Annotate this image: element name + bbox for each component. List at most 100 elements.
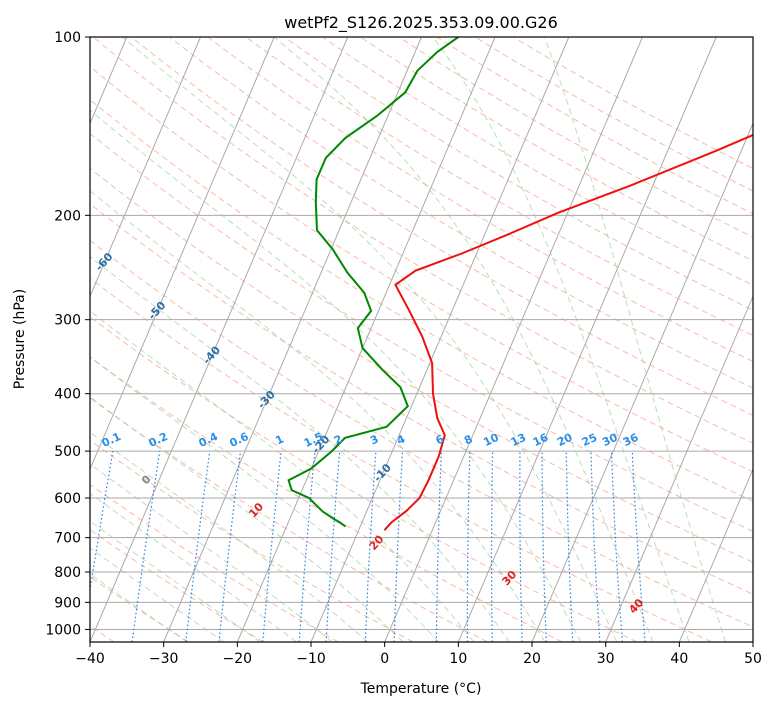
mixing-ratio-line [519, 451, 523, 642]
x-tick-label: −40 [75, 651, 105, 667]
x-tick-label: −10 [296, 651, 326, 667]
isotherm-line [163, 37, 422, 642]
y-tick-label: 900 [54, 595, 81, 611]
x-tick-label: 20 [523, 651, 541, 667]
plot-area: -100-90-80-70-60-50-40-30-20-10010203040… [0, 37, 753, 642]
dry-adiabat [90, 356, 563, 642]
dry-adiabat [90, 529, 264, 642]
x-tick-label: 10 [449, 651, 467, 667]
dry-adiabat [90, 316, 638, 642]
mixing-ratio-label: 1 [273, 432, 285, 447]
moist-adiabat [90, 396, 404, 642]
mixing-ratio-line [364, 451, 377, 642]
isotherm-line [90, 37, 349, 642]
mixing-ratio-line [490, 451, 494, 642]
mixing-ratio-label: 0.1 [100, 430, 123, 450]
dry-adiabat [207, 37, 753, 363]
x-tick-label: 0 [380, 651, 389, 667]
mixing-ratio-label: 36 [621, 431, 641, 449]
y-tick-label: 700 [54, 531, 81, 547]
dry-adiabat-label: 40 [626, 596, 646, 616]
y-tick-label: 600 [54, 491, 81, 507]
mixing-ratio-line [541, 451, 547, 642]
mixing-ratio-label: 4 [395, 432, 408, 447]
dry-adiabat [90, 239, 753, 628]
mixing-ratio-line [631, 451, 646, 642]
moist-adiabat [121, 37, 618, 642]
dry-adiabat [90, 439, 414, 642]
dry-adiabat-label: -30 [255, 388, 278, 412]
x-tick-label: 40 [670, 651, 688, 667]
temperature-profile [383, 133, 753, 531]
moist-adiabat [90, 310, 475, 642]
dry-adiabat-label: -10 [371, 461, 394, 485]
dry-adiabat [245, 37, 753, 337]
isotherm-line [605, 295, 753, 642]
moist-adiabat [90, 255, 510, 642]
y-tick-label: 200 [54, 208, 81, 224]
mixing-ratio-label: 0.2 [147, 430, 170, 450]
isotherm-line [384, 37, 643, 642]
dry-adiabat-label: -80 [0, 158, 8, 182]
chart-title: wetPf2_S126.2025.353.09.00.G26 [284, 13, 558, 33]
dry-adiabat [169, 37, 753, 389]
plot-frame [89, 36, 754, 643]
mixing-ratio-label: 30 [600, 431, 620, 449]
mixing-ratio-line [325, 451, 341, 642]
dry-adiabat [90, 397, 488, 642]
dry-adiabat [92, 37, 753, 444]
y-tick-label: 800 [54, 565, 81, 581]
y-tick-label: 300 [54, 313, 81, 329]
dry-adiabat [90, 167, 753, 563]
moist-adiabat [432, 37, 690, 642]
dry-adiabat-label: 30 [499, 568, 519, 588]
dry-adiabat [283, 37, 753, 311]
isotherm-line [752, 640, 753, 642]
dry-adiabat-label: -60 [93, 250, 116, 274]
isotherm-line [90, 37, 275, 471]
mixing-ratio-line [466, 451, 471, 642]
mixing-ratio-line [185, 451, 211, 642]
axes: −40 −30 −20 −10 0 10 20 30 40 5010009008007006005… [45, 30, 762, 667]
isotherm-line [678, 467, 753, 642]
x-axis-title: Temperature (°C) [360, 681, 482, 697]
y-tick-label: 1000 [45, 622, 81, 638]
dry-adiabat [90, 277, 712, 642]
mixing-ratio-line [565, 451, 574, 642]
moist-adiabat [90, 573, 188, 642]
moist-adiabat [273, 37, 654, 642]
mixing-ratio-label: 25 [580, 431, 599, 449]
moist-adiabat [90, 463, 333, 642]
mixing-ratio-label: 20 [555, 431, 575, 449]
mixing-ratio-label: 16 [531, 431, 551, 449]
dry-adiabat [90, 65, 753, 473]
isotherm-line [310, 37, 570, 642]
dewpoint-profile [287, 37, 459, 528]
dry-adiabat [90, 132, 753, 532]
dry-adiabat-label: -40 [200, 343, 223, 367]
mixing-ratio-line [610, 451, 623, 642]
mixing-ratio-line [393, 451, 404, 642]
moist-adiabat [90, 547, 225, 642]
mixing-ratio-label: 3 [368, 432, 380, 447]
moist-adiabat [544, 37, 727, 642]
dry-adiabat-label: 0 [139, 472, 154, 487]
moist-adiabat [90, 520, 261, 642]
y-tick-label: 100 [54, 30, 81, 46]
isotherm-line [457, 37, 717, 642]
dry-adiabat [90, 483, 339, 642]
dry-adiabat [436, 37, 753, 215]
mixing-ratio-label: 0.4 [197, 430, 220, 450]
mixing-ratio-line [590, 451, 601, 642]
mixing-ratio-label: 13 [509, 431, 528, 449]
dry-adiabat-label: -50 [146, 299, 169, 323]
mixing-ratio-line [90, 450, 114, 594]
x-tick-label: 50 [744, 651, 762, 667]
y-axis-title: Pressure (hPa) [12, 289, 28, 389]
x-tick-label: −20 [223, 651, 253, 667]
moist-adiabat [90, 431, 369, 642]
mixing-ratio-label: 10 [481, 431, 501, 449]
dry-adiabat [90, 203, 753, 595]
isotherm-line [236, 37, 496, 642]
